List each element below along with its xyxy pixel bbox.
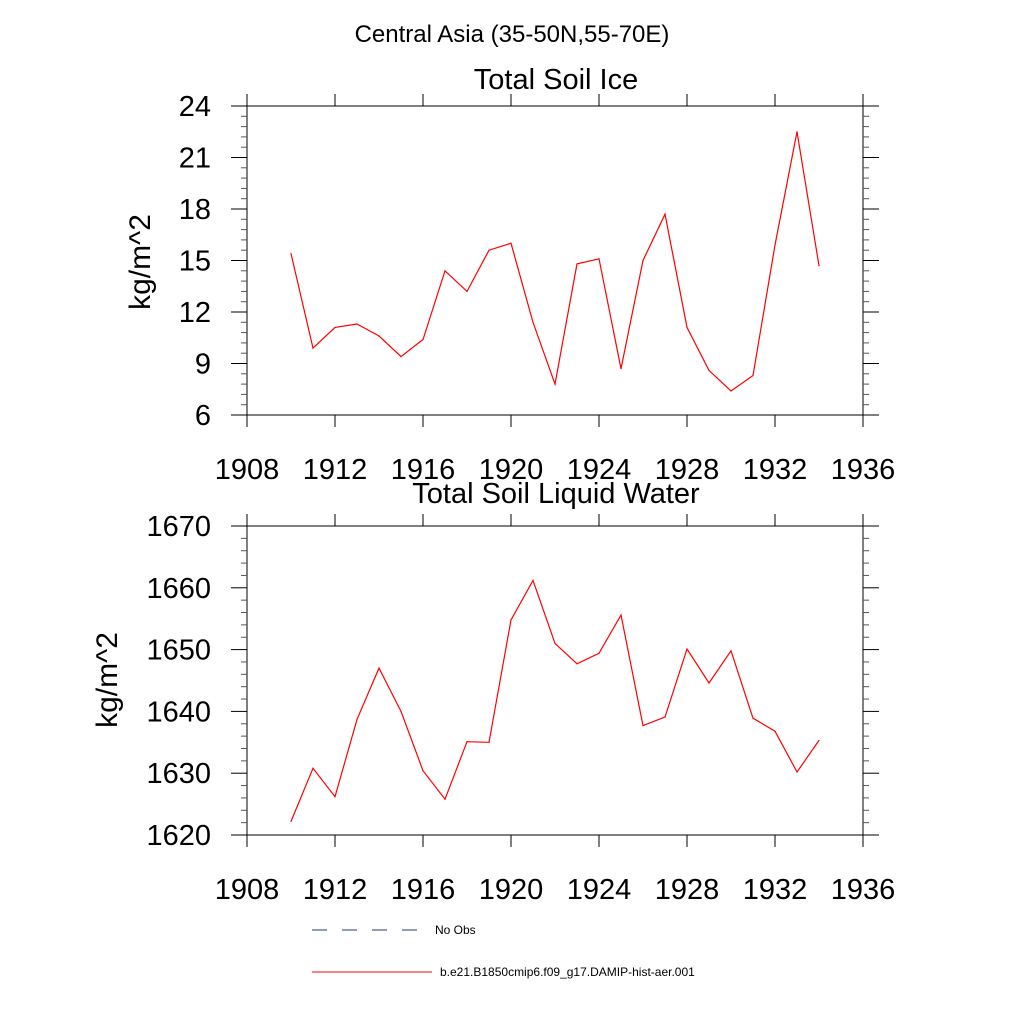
data-point [334,326,336,329]
data-point [356,323,358,325]
x-tick-label: 1936 [831,454,896,486]
data-point [620,614,622,616]
x-tick-label: 1908 [215,454,280,486]
x-tick-label: 1932 [743,454,808,486]
y-tick-label: 21 [179,143,211,175]
x-tick-label: 1916 [391,454,456,486]
data-point [444,270,446,272]
page-title: Central Asia (35-50N,55-70E) [355,21,670,48]
data-point [730,390,732,392]
data-point [576,263,578,265]
series-line [290,578,820,822]
series-line [290,131,820,392]
y-tick-label: 1640 [146,696,211,728]
y-axis-label: kg/m^2 [91,632,124,728]
data-point [818,265,820,267]
data-point [488,249,490,251]
plot-frame [246,525,864,836]
data-point [532,579,534,581]
data-point [796,131,798,133]
data-point [290,253,292,255]
y-tick-label: 1620 [146,820,211,852]
data-point [444,798,446,800]
data-point [356,718,358,721]
y-tick-label: 1670 [146,511,211,543]
x-tick-label: 1924 [567,874,632,906]
data-point [422,338,424,341]
x-tick-label: 1912 [303,874,368,906]
y-tick-label: 1650 [146,635,211,667]
data-point [422,770,424,772]
data-point [642,259,644,262]
data-point [488,741,490,743]
data-point [774,730,776,732]
data-point [598,258,600,260]
data-point [598,652,600,654]
y-tick-label: 1660 [146,573,211,605]
data-point [774,244,776,246]
data-point [708,369,710,371]
data-point [554,383,556,385]
panel-total-soil-liquid-water: Total Soil Liquid Water kg/m^2 1908 1912 1… [91,478,895,906]
data-point [400,356,402,358]
data-point [554,642,556,645]
data-point [466,741,468,743]
legend: No Obs b.e21.B1850cmip6.f09_g17.DAMIP-hi… [312,923,695,979]
data-point [752,717,754,719]
data-point [378,335,380,337]
data-point [620,368,622,370]
y-tick-label: 6 [195,400,211,432]
x-tick-label: 1912 [303,454,368,486]
data-point [532,321,534,323]
data-point [510,619,512,621]
y-tick-label: 9 [195,349,211,381]
data-point [664,213,666,215]
data-point [664,716,666,718]
y-tick-label: 12 [179,297,211,329]
x-tick-label: 1928 [655,874,720,906]
chart-title: Total Soil Liquid Water [412,478,700,510]
data-point [752,374,754,377]
data-point [334,796,336,798]
data-point [312,347,314,349]
y-tick-label: 1630 [146,758,211,790]
data-point [466,290,468,292]
data-point [686,326,688,329]
x-tick-label: 1932 [743,874,808,906]
y-axis-label: kg/m^2 [124,214,157,310]
x-tick-label: 1928 [655,454,720,486]
y-tick-label: 15 [179,246,211,278]
data-point [290,820,292,823]
legend-label-no-obs: No Obs [435,923,476,937]
y-tick-label: 18 [179,194,211,226]
y-tick-label: 24 [179,91,211,123]
data-point [642,725,644,727]
data-point [510,242,512,244]
panel-total-soil-ice: Total Soil Ice kg/m^2 1908 1912 1916 1920 19… [124,64,895,486]
x-tick-label: 1920 [479,454,544,486]
data-point [400,710,402,713]
data-point [818,739,820,742]
plot-frame [246,105,864,416]
data-point [686,648,688,650]
data-point [730,650,732,652]
x-tick-label: 1908 [215,874,280,906]
x-tick-label: 1924 [567,454,632,486]
x-tick-label: 1920 [479,874,544,906]
data-point [796,771,798,773]
data-point [708,682,710,684]
x-tick-label: 1936 [831,874,896,906]
data-point [378,667,380,669]
legend-label-model: b.e21.B1850cmip6.f09_g17.DAMIP-hist-aer.… [440,965,695,979]
data-point [576,663,578,665]
chart-title: Total Soil Ice [474,64,638,96]
x-tick-label: 1916 [391,874,456,906]
data-point [312,767,314,769]
